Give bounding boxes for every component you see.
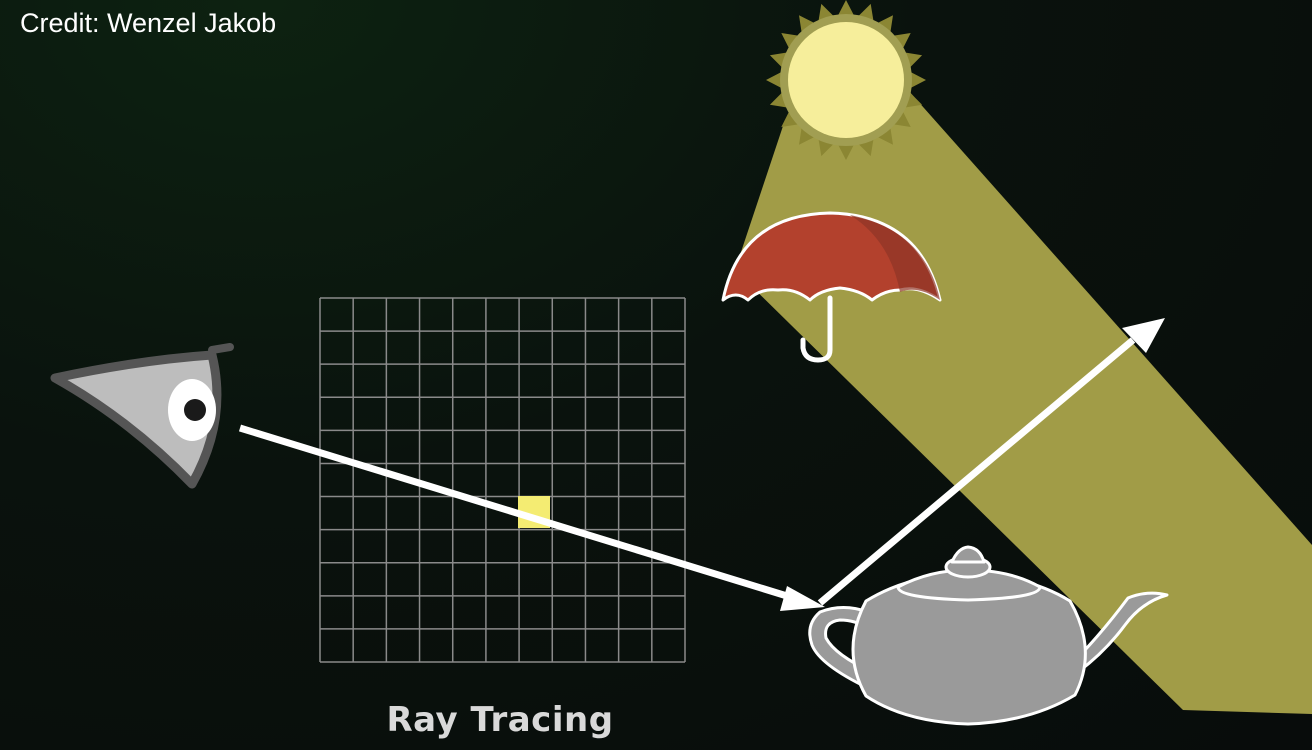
primary-ray xyxy=(238,424,825,611)
shadow-ray xyxy=(817,318,1165,606)
image-plane-grid xyxy=(319,297,686,663)
sun-icon xyxy=(766,0,926,160)
teapot-icon xyxy=(808,545,1169,726)
credit-text: Credit: Wenzel Jakob xyxy=(20,8,277,38)
slide-title: Ray Tracing xyxy=(386,700,614,740)
eye-icon xyxy=(50,343,234,489)
umbrella-icon xyxy=(721,211,942,363)
